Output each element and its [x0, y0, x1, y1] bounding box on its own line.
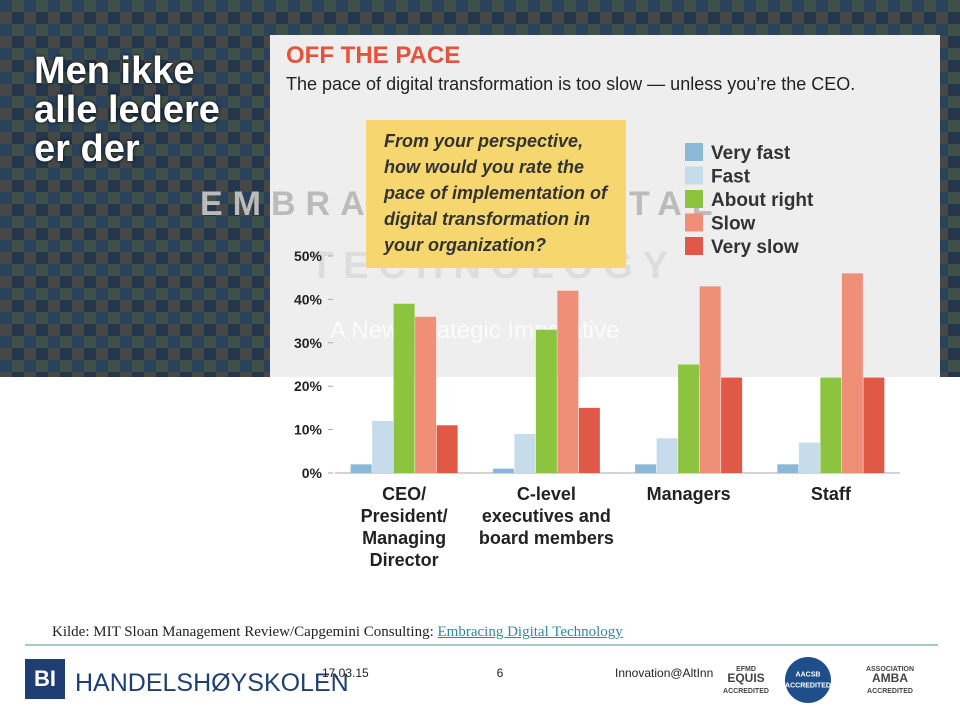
badge-text: AACSB [796, 672, 821, 679]
bar [492, 468, 514, 473]
bar [721, 377, 743, 473]
bar [578, 407, 600, 473]
bar [635, 464, 657, 473]
chart-subtitle: The pace of digital transformation is to… [286, 74, 855, 94]
legend-swatch [685, 166, 703, 185]
legend-swatch [685, 213, 703, 232]
legend-swatch [685, 237, 703, 255]
legend-label: Fast [711, 167, 751, 188]
bar [535, 329, 557, 473]
bar [415, 316, 437, 473]
badge-text: ACCREDITED [723, 688, 769, 695]
x-tick-label: C-level executives and board members [478, 484, 614, 548]
bar [557, 290, 579, 473]
page-number: 6 [497, 666, 504, 680]
bar [699, 286, 721, 473]
source-link[interactable]: Embracing Digital Technology [437, 624, 623, 640]
bar [372, 420, 394, 473]
badge-text: EFMD [736, 666, 756, 673]
bar [777, 464, 799, 473]
y-tick-label: 50% [294, 248, 323, 264]
y-tick-label: 20% [294, 378, 323, 394]
logo-name: HANDELSHØYSKOLEN [75, 669, 349, 697]
badge-text: AMBA [872, 671, 908, 685]
bar [656, 438, 678, 473]
source: Kilde: MIT Sloan Management Review/Capge… [52, 624, 623, 641]
bar [798, 442, 820, 473]
legend-swatch [685, 190, 703, 208]
y-tick-label: 10% [294, 422, 323, 438]
bar [436, 425, 458, 473]
bar [841, 273, 863, 473]
question-box: From your perspective, how would you rat… [366, 120, 626, 268]
badge-circle [785, 657, 831, 703]
bar [678, 364, 700, 473]
x-tick-label: Managers [646, 484, 731, 504]
legend-swatch [685, 143, 703, 161]
bar [863, 377, 885, 473]
y-tick-label: 30% [294, 335, 323, 351]
legend-label: About right [711, 190, 814, 211]
legend-label: Very fast [711, 143, 791, 164]
x-tick-label: CEO/ President/ Managing Director [360, 484, 448, 570]
chart-title: OFF THE PACE [286, 42, 460, 69]
bar [350, 464, 372, 473]
badge-text: ASSOCIATION [866, 666, 914, 673]
bar [514, 433, 536, 473]
bar [393, 303, 415, 473]
contact: Innovation@AltInn [615, 666, 713, 680]
legend-label: Slow [711, 214, 756, 235]
y-tick-label: 40% [294, 291, 323, 307]
slide-title: Men ikke alle ledere er der [34, 50, 220, 170]
logo-mark: BI [34, 666, 56, 691]
source-text: Kilde: MIT Sloan Management Review/Capge… [52, 624, 434, 640]
x-tick-label: Staff [810, 484, 851, 504]
logo-box [25, 659, 65, 699]
bar [820, 377, 842, 473]
badge-text: EQUIS [727, 671, 764, 685]
date: 17.03.15 [322, 666, 369, 680]
y-tick-label: 0% [302, 465, 323, 481]
badge-text: ACCREDITED [785, 683, 831, 690]
badge-text: ACCREDITED [867, 688, 913, 695]
legend-label: Very slow [711, 237, 799, 258]
